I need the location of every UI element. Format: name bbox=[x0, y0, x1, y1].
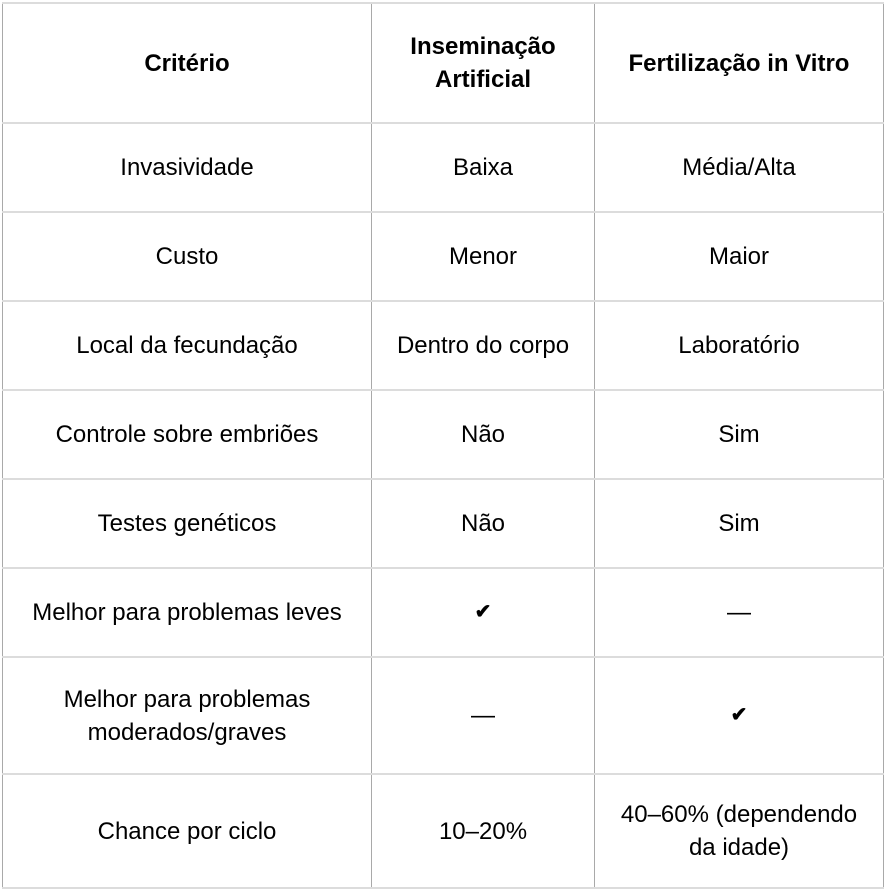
value-cell-fiv: Média/Alta bbox=[594, 123, 884, 213]
value-cell-ia check-icon: ✔ bbox=[371, 568, 595, 658]
value-cell-fiv: 40–60% (dependendo da idade) bbox=[620, 801, 858, 861]
value-cell-fiv: Maior bbox=[594, 212, 884, 302]
value-cell-ia: Não bbox=[371, 390, 595, 480]
table-header-row: Critério Inseminação Artificial Fertiliz… bbox=[2, 3, 884, 124]
criterion-cell: Melhor para problemas leves bbox=[2, 568, 372, 658]
value-cell-fiv check-icon: ✔ bbox=[594, 657, 884, 775]
value-cell-ia: Não bbox=[371, 479, 595, 569]
criterion-cell: Controle sobre embriões bbox=[2, 390, 372, 480]
table-row-chance-por-ciclo: Chance por ciclo 10–20% 40–60% (dependen… bbox=[2, 774, 884, 888]
criterion-cell: Melhor para problemas moderados/graves bbox=[2, 657, 372, 775]
criterion-cell: Chance por ciclo bbox=[2, 774, 372, 888]
value-cell-ia: Baixa bbox=[371, 123, 595, 213]
value-cell-ia: Menor bbox=[371, 212, 595, 302]
header-inseminacao-artificial: Inseminação Artificial bbox=[371, 3, 595, 124]
header-criterio: Critério bbox=[2, 3, 372, 124]
table-row-invasividade: Invasividade Baixa Média/Alta bbox=[2, 123, 884, 213]
value-cell-fiv: Sim bbox=[594, 479, 884, 569]
table-row-local-fecundacao: Local da fecundação Dentro do corpo Labo… bbox=[2, 301, 884, 391]
criterion-cell: Custo bbox=[2, 212, 372, 302]
value-cell-fiv: Laboratório bbox=[594, 301, 884, 391]
table-row-problemas-leves: Melhor para problemas leves ✔ — bbox=[2, 568, 884, 658]
value-cell-fiv: Sim bbox=[594, 390, 884, 480]
criterion-cell: Local da fecundação bbox=[2, 301, 372, 391]
header-fertilizacao-in-vitro: Fertilização in Vitro bbox=[594, 3, 884, 124]
value-cell-ia: — bbox=[371, 657, 595, 775]
value-cell-ia: 10–20% bbox=[371, 774, 595, 888]
table-row-controle-embrioes: Controle sobre embriões Não Sim bbox=[2, 390, 884, 480]
criterion-cell: Invasividade bbox=[2, 123, 372, 213]
table-row-custo: Custo Menor Maior bbox=[2, 212, 884, 302]
value-cell-ia: Dentro do corpo bbox=[371, 301, 595, 391]
value-cell-fiv: — bbox=[594, 568, 884, 658]
table-row-testes-geneticos: Testes genéticos Não Sim bbox=[2, 479, 884, 569]
criterion-cell: Testes genéticos bbox=[2, 479, 372, 569]
table-row-problemas-moderados-graves: Melhor para problemas moderados/graves —… bbox=[2, 657, 884, 775]
